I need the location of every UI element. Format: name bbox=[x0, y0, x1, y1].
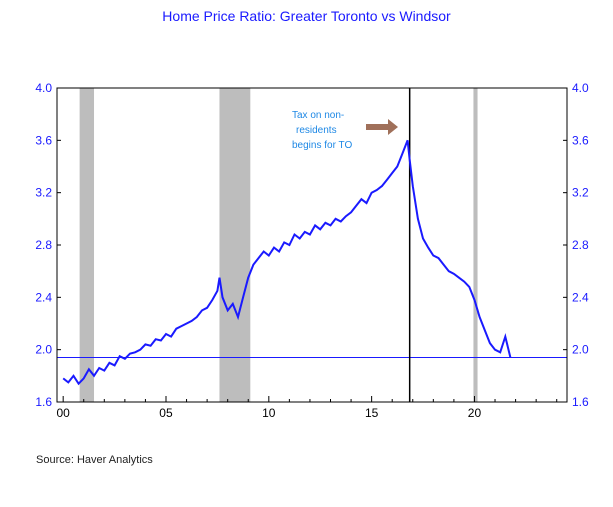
recession-bands bbox=[79, 88, 478, 402]
series-line bbox=[62, 139, 512, 386]
recession-band-2 bbox=[473, 88, 478, 402]
recession-band-1 bbox=[219, 88, 251, 402]
y-tick-label-left-1: 2.0 bbox=[35, 343, 52, 357]
annotation-arrow bbox=[366, 119, 398, 135]
x-tick-label-4: 20 bbox=[468, 406, 482, 420]
y-tick-label-left-4: 3.2 bbox=[35, 186, 52, 200]
x-tick-label-0: 00 bbox=[56, 406, 70, 420]
y-tick-label-left-0: 1.6 bbox=[35, 395, 52, 409]
y-tick-label-left-3: 2.8 bbox=[35, 238, 52, 252]
y-tick-label-right-6: 4.0 bbox=[572, 81, 589, 95]
y-tick-label-right-2: 2.4 bbox=[572, 290, 589, 304]
annotation-line-2: residents bbox=[296, 125, 337, 136]
y-tick-label-right-0: 1.6 bbox=[572, 395, 589, 409]
y-tick-label-left-5: 3.6 bbox=[35, 133, 52, 147]
y-tick-label-right-3: 2.8 bbox=[572, 238, 589, 252]
axis-ticks: 1.6 1.6 2.0 2.0 2.4 2.4 2.8 2.8 3.2 3.2 3.6 3.6 4.0 4… bbox=[35, 81, 589, 420]
annotation-line-1: Tax on non- bbox=[292, 110, 344, 121]
x-tick-label-1: 05 bbox=[159, 406, 173, 420]
y-tick-label-left-6: 4.0 bbox=[35, 81, 52, 95]
y-tick-label-left-2: 2.4 bbox=[35, 290, 52, 304]
x-tick-label-2: 10 bbox=[262, 406, 276, 420]
x-tick-label-3: 15 bbox=[365, 406, 379, 420]
y-tick-label-right-4: 3.2 bbox=[572, 186, 589, 200]
y-tick-label-right-1: 2.0 bbox=[572, 343, 589, 357]
annotation: Tax on non- residents begins for TO bbox=[292, 110, 398, 151]
y-tick-label-right-5: 3.6 bbox=[572, 133, 589, 147]
source-note: Source: Haver Analytics bbox=[36, 454, 153, 466]
recession-band-0 bbox=[79, 88, 95, 402]
chart-title: Home Price Ratio: Greater Toronto vs Win… bbox=[162, 8, 451, 24]
annotation-line-3: begins for TO bbox=[292, 140, 352, 151]
